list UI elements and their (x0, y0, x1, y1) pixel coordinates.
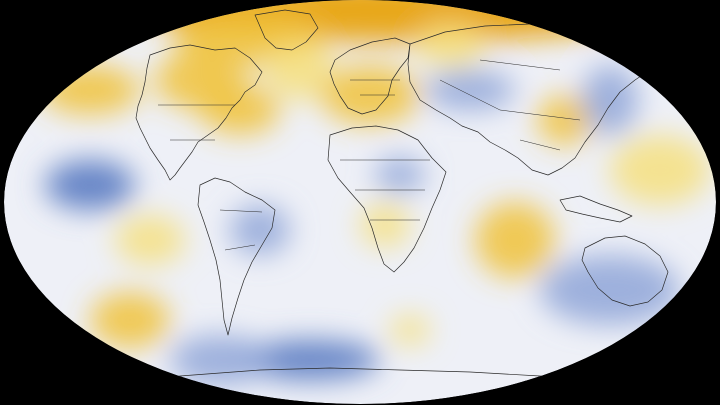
australia-outline (581, 235, 669, 307)
china-warm (537, 95, 593, 145)
east-canada-warm (200, 85, 280, 135)
southern-ocean-warm (390, 315, 430, 345)
south-pacific-warm (90, 292, 170, 348)
africa-outline (327, 125, 447, 273)
greenland-outline (254, 9, 319, 51)
south-atlantic-warm (360, 203, 410, 247)
antarctica-cool (240, 340, 380, 380)
europe-outline (329, 37, 411, 115)
indian-ocean-warm (475, 202, 555, 278)
globe (4, 0, 716, 404)
pacific-cool (45, 160, 135, 210)
australia-cool (540, 255, 680, 325)
north-atlantic-warm (265, 40, 335, 100)
east-pacific-cool (170, 335, 270, 385)
central-america-warm (115, 215, 185, 265)
north-america-outline (135, 44, 263, 181)
brazil-cool (230, 205, 290, 255)
anomaly-layer (40, 0, 710, 385)
west-pacific-warm (610, 135, 710, 205)
north-africa-cool (375, 157, 425, 193)
border-lines (158, 59, 581, 251)
japan-cool (582, 65, 638, 135)
scandinavia-warm (415, 23, 485, 67)
russia-cool (425, 70, 515, 110)
indonesia-outline (559, 195, 633, 223)
south-america-outline (197, 177, 276, 336)
